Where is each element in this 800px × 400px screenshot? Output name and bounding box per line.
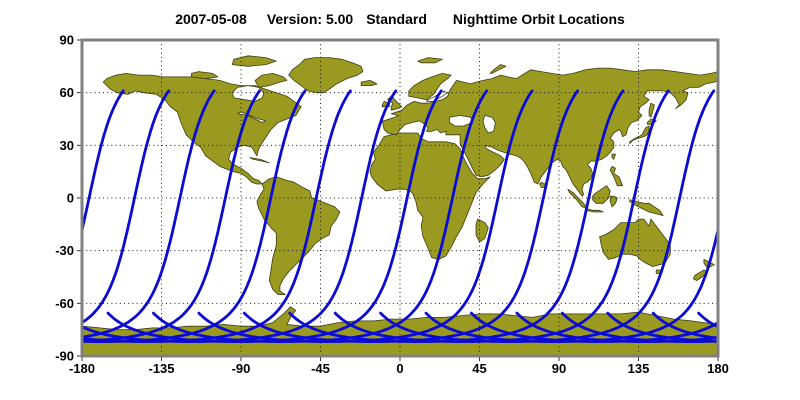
land-south-america bbox=[256, 176, 341, 296]
axis-labels: -180 -135 -90 -45 0 45 90 135 180 90 60 30 0 -30 -60 -9… bbox=[55, 33, 729, 377]
land-sri-lanka bbox=[539, 181, 546, 188]
world-layer-wrap-east bbox=[717, 55, 718, 356]
y-tick-label: 90 bbox=[60, 33, 74, 48]
land-svalbard bbox=[417, 57, 443, 64]
orbit-track bbox=[82, 89, 125, 237]
y-tick-label: -30 bbox=[55, 243, 74, 258]
graticule bbox=[82, 40, 718, 356]
lake-caspian-sea bbox=[482, 115, 496, 134]
x-tick-label: 180 bbox=[707, 361, 729, 376]
axis-ticks bbox=[77, 39, 719, 361]
world-layer-wrap-west bbox=[82, 55, 83, 356]
y-tick-label: -60 bbox=[55, 296, 74, 311]
land-ellesmere-island bbox=[231, 55, 277, 67]
land-cuba bbox=[249, 157, 270, 164]
land-eurasia bbox=[381, 67, 718, 197]
plot-title: 2007-05-08 Version: 5.00 Standard Nightt… bbox=[82, 11, 718, 27]
y-tick-label: 30 bbox=[60, 138, 74, 153]
land-baffin-island bbox=[254, 73, 288, 88]
land-philippines bbox=[609, 165, 623, 187]
y-tick-label: -90 bbox=[55, 349, 74, 364]
x-tick-label: 45 bbox=[472, 361, 486, 376]
x-tick-label: 135 bbox=[628, 361, 650, 376]
land-borneo bbox=[592, 185, 611, 204]
land-honshu bbox=[629, 125, 650, 145]
y-tick-label: 60 bbox=[60, 85, 74, 100]
y-tick-label: 0 bbox=[67, 191, 74, 206]
x-tick-label: 90 bbox=[552, 361, 566, 376]
x-tick-label: -135 bbox=[148, 361, 174, 376]
land-new-guinea bbox=[629, 199, 664, 217]
land-scandinavia bbox=[408, 73, 452, 101]
lake-great-lakes bbox=[237, 111, 267, 123]
land-new-zealand-south bbox=[692, 269, 708, 281]
x-tick-label: -180 bbox=[69, 361, 95, 376]
land-sulawesi bbox=[609, 195, 618, 208]
title-name: Nighttime Orbit Locations bbox=[452, 11, 625, 27]
land-greenland bbox=[288, 57, 364, 94]
land-australia bbox=[599, 218, 671, 267]
lake-black-sea bbox=[449, 115, 473, 127]
land-sakhalin bbox=[648, 102, 655, 118]
land-novaya-zemlya bbox=[489, 64, 507, 74]
land-victoria-island bbox=[191, 71, 219, 79]
x-tick-label: -45 bbox=[311, 361, 330, 376]
plot-frame bbox=[80, 38, 720, 358]
x-tick-label: 0 bbox=[396, 361, 403, 376]
plot-layers bbox=[82, 40, 718, 356]
title-version: Version: 5.00 bbox=[266, 11, 354, 27]
title-standard: Standard bbox=[366, 11, 427, 27]
orbit-track bbox=[82, 89, 171, 325]
x-tick-label: -90 bbox=[232, 361, 251, 376]
land-iceland bbox=[360, 80, 378, 86]
title-date: 2007-05-08 bbox=[175, 11, 247, 27]
orbit-track bbox=[82, 89, 216, 339]
land-taiwan bbox=[611, 153, 616, 160]
